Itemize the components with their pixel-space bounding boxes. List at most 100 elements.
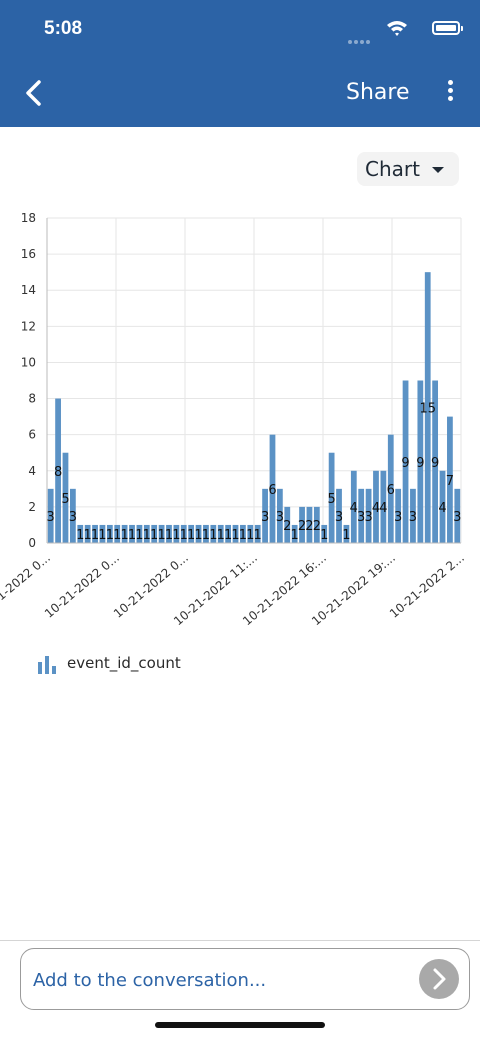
y-tick-label: 16 xyxy=(21,247,36,261)
bar xyxy=(262,488,268,543)
data-label: 3 xyxy=(409,510,417,525)
send-button[interactable] xyxy=(419,959,459,999)
home-indicator xyxy=(155,1022,325,1028)
data-label: 15 xyxy=(419,402,436,417)
data-label: 2 xyxy=(313,519,321,534)
bar xyxy=(358,488,365,543)
data-label: 1 xyxy=(128,528,136,543)
bar xyxy=(424,272,431,543)
y-tick-label: 10 xyxy=(21,355,36,369)
data-label: 1 xyxy=(291,528,299,543)
bar xyxy=(328,452,335,543)
bar xyxy=(336,488,342,543)
y-tick-label: 2 xyxy=(28,500,36,514)
more-options-button[interactable] xyxy=(440,80,460,106)
data-label: 1 xyxy=(202,528,210,543)
data-label: 3 xyxy=(261,510,269,525)
bar xyxy=(195,524,202,543)
bar xyxy=(173,524,180,543)
data-label: 3 xyxy=(276,510,284,525)
bar xyxy=(365,488,372,543)
data-label: 3 xyxy=(69,510,77,525)
divider xyxy=(0,940,480,941)
data-label: 4 xyxy=(350,501,358,516)
bar xyxy=(276,488,283,543)
data-label: 2 xyxy=(298,519,306,534)
bar xyxy=(129,524,135,543)
data-label: 3 xyxy=(364,510,372,525)
more-vertical-icon xyxy=(440,80,460,101)
data-label: 1 xyxy=(157,528,165,543)
bar xyxy=(410,488,416,543)
data-label: 1 xyxy=(113,528,121,543)
data-label: 6 xyxy=(387,483,395,498)
status-icons xyxy=(340,20,463,44)
data-label: 3 xyxy=(394,510,402,525)
data-label: 1 xyxy=(209,528,217,543)
data-label: 1 xyxy=(76,528,84,543)
x-tick-label: 10-21-2022 2... xyxy=(387,551,467,621)
data-label: 3 xyxy=(47,510,55,525)
y-tick-label: 6 xyxy=(28,428,36,442)
bar xyxy=(225,524,232,543)
view-type-select[interactable]: Chart xyxy=(357,152,459,186)
bar xyxy=(299,506,305,543)
bar xyxy=(77,524,84,543)
bar xyxy=(240,524,246,543)
data-label: 4 xyxy=(379,501,387,516)
bar xyxy=(321,524,328,543)
share-button[interactable]: Share xyxy=(346,80,410,105)
data-label: 1 xyxy=(320,528,328,543)
bar xyxy=(143,524,150,543)
bar xyxy=(402,380,409,543)
cellular-signal-icon xyxy=(348,29,372,44)
bar xyxy=(313,506,320,543)
bar xyxy=(158,524,165,543)
data-label: 5 xyxy=(61,492,69,507)
data-label: 1 xyxy=(254,528,262,543)
data-label: 1 xyxy=(342,528,350,543)
bar xyxy=(387,434,394,543)
data-label: 9 xyxy=(431,456,439,471)
bar xyxy=(180,524,187,543)
data-label: 3 xyxy=(357,510,365,525)
bar xyxy=(269,434,276,543)
bar xyxy=(291,524,298,543)
data-label: 1 xyxy=(135,528,143,543)
data-label: 7 xyxy=(446,474,454,489)
bar xyxy=(350,470,357,543)
y-tick-label: 8 xyxy=(28,392,36,406)
back-button[interactable] xyxy=(18,74,54,112)
data-label: 1 xyxy=(194,528,202,543)
app-header: 5:08 Share xyxy=(0,0,480,127)
data-label: 1 xyxy=(239,528,247,543)
bar xyxy=(203,524,209,543)
bar xyxy=(55,398,61,543)
bar xyxy=(151,524,158,543)
bar xyxy=(447,416,453,543)
bar xyxy=(395,488,402,543)
data-label: 1 xyxy=(150,528,158,543)
data-label: 1 xyxy=(91,528,99,543)
view-type-label: Chart xyxy=(365,157,420,181)
data-label: 1 xyxy=(120,528,128,543)
bar xyxy=(454,488,461,543)
data-label: 1 xyxy=(98,528,106,543)
bar xyxy=(99,524,106,543)
data-label: 3 xyxy=(335,510,343,525)
chevron-right-icon xyxy=(433,968,446,990)
bar xyxy=(439,470,446,543)
legend-series-name: event_id_count xyxy=(67,654,181,672)
data-label: 1 xyxy=(217,528,225,543)
message-input[interactable] xyxy=(31,963,415,997)
data-label: 1 xyxy=(187,528,195,543)
bar xyxy=(92,524,98,543)
data-label: 4 xyxy=(438,501,446,516)
bar xyxy=(432,380,439,543)
data-label: 1 xyxy=(180,528,188,543)
data-label: 2 xyxy=(283,519,291,534)
bar xyxy=(232,524,239,543)
bar xyxy=(247,524,254,543)
data-label: 1 xyxy=(246,528,254,543)
